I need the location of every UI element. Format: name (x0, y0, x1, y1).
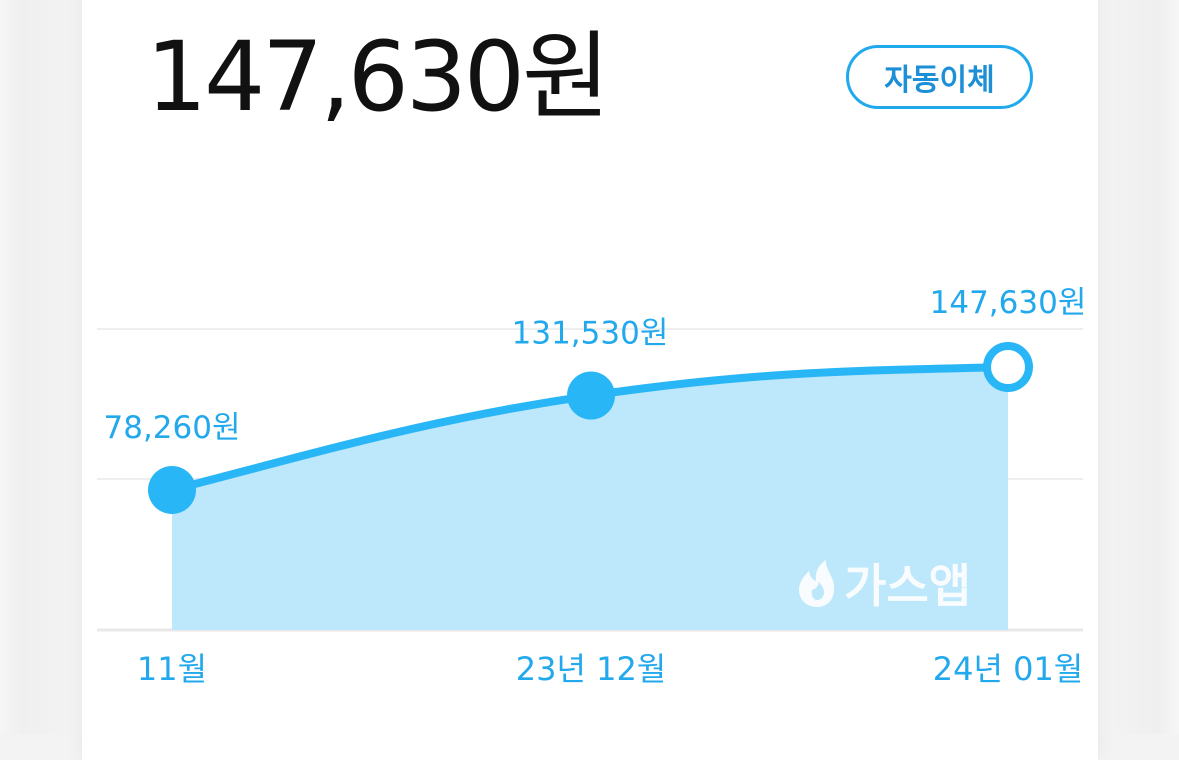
value-label: 78,260원 (104, 410, 241, 446)
x-axis-labels: 11월 23년 12월 24년 01월 (137, 650, 1083, 688)
area-fill (172, 367, 1008, 630)
usage-area-chart: 가스앱 78,260원 131,530원 147,630원 11월 23년 12월 24… (97, 285, 1087, 688)
data-point[interactable] (148, 466, 196, 514)
value-label: 131,530원 (512, 316, 669, 352)
value-labels: 78,260원 131,530원 147,630원 (104, 285, 1087, 446)
data-points (148, 342, 1033, 514)
x-tick-label: 24년 01월 (933, 650, 1084, 688)
data-point[interactable] (567, 371, 615, 420)
x-tick-label: 23년 12월 (516, 650, 667, 688)
watermark-text: 가스앱 (844, 559, 971, 613)
current-data-point[interactable] (983, 342, 1033, 392)
auto-transfer-button[interactable]: 자동이체 (846, 45, 1033, 109)
flame-icon (799, 560, 835, 607)
value-label: 147,630원 (930, 285, 1087, 321)
watermark: 가스앱 (799, 559, 971, 613)
x-tick-label: 11월 (137, 650, 207, 688)
total-amount: 147,630원 (146, 21, 610, 133)
